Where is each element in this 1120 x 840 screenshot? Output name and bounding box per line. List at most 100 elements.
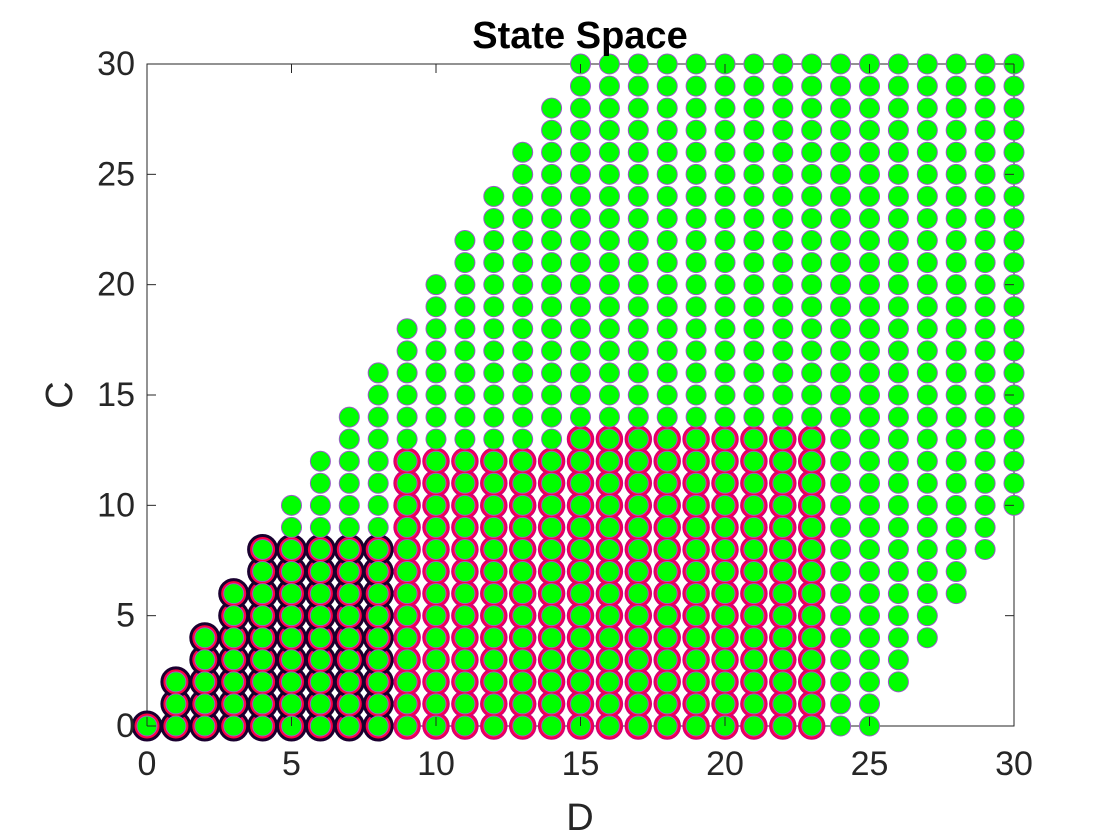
scatter-point	[916, 207, 938, 229]
scatter-point	[570, 163, 591, 185]
scatter-point	[916, 318, 938, 340]
scatter-point	[656, 207, 678, 229]
scatter-point	[656, 296, 678, 318]
scatter-point	[627, 472, 649, 494]
scatter-point	[281, 516, 302, 538]
scatter-point	[425, 450, 447, 472]
scatter-point	[801, 53, 823, 75]
scatter-point	[801, 693, 823, 715]
scatter-point	[541, 406, 563, 428]
scatter-point	[483, 340, 505, 362]
scatter-point	[512, 340, 534, 362]
scatter-point	[974, 340, 996, 362]
scatter-point	[656, 75, 678, 97]
scatter-point	[627, 185, 649, 207]
scatter-point	[974, 296, 996, 318]
scatter-point	[714, 163, 736, 185]
scatter-point	[223, 583, 245, 605]
scatter-point	[859, 362, 880, 384]
scatter-point	[830, 207, 852, 229]
scatter-point	[743, 561, 765, 583]
scatter-point	[512, 141, 534, 163]
scatter-point	[714, 97, 736, 119]
scatter-point	[743, 693, 765, 715]
scatter-point	[1003, 185, 1025, 207]
scatter-point	[367, 693, 389, 715]
scatter-point	[541, 561, 563, 583]
x-tick-label: 10	[417, 745, 455, 783]
scatter-point	[656, 472, 678, 494]
scatter-point	[859, 318, 880, 340]
scatter-point	[685, 450, 707, 472]
scatter-point	[1003, 472, 1025, 494]
scatter-point	[367, 384, 389, 406]
scatter-point	[916, 119, 938, 141]
scatter-point	[916, 516, 938, 538]
scatter-point	[396, 494, 418, 516]
scatter-point	[772, 627, 794, 649]
scatter-point	[309, 494, 331, 516]
scatter-point	[974, 185, 996, 207]
scatter-point	[830, 561, 852, 583]
scatter-point	[801, 605, 823, 627]
scatter-point	[1003, 340, 1025, 362]
scatter-point	[656, 494, 678, 516]
scatter-point	[194, 671, 216, 693]
scatter-point	[425, 384, 447, 406]
scatter-point	[801, 583, 823, 605]
scatter-point	[425, 605, 447, 627]
scatter-point	[714, 583, 736, 605]
scatter-point	[801, 538, 823, 560]
scatter-point	[656, 715, 678, 737]
scatter-point	[223, 715, 245, 737]
scatter-point	[714, 119, 736, 141]
plot-area	[131, 53, 1025, 742]
scatter-point	[541, 649, 563, 671]
scatter-point	[512, 605, 534, 627]
scatter-point	[685, 141, 707, 163]
scatter-point	[859, 583, 880, 605]
scatter-point	[772, 362, 794, 384]
scatter-point	[425, 494, 447, 516]
scatter-point	[223, 693, 245, 715]
scatter-point	[165, 715, 187, 737]
scatter-point	[916, 472, 938, 494]
scatter-point	[512, 561, 534, 583]
scatter-point	[974, 318, 996, 340]
scatter-point	[916, 141, 938, 163]
scatter-point	[801, 715, 823, 737]
scatter-point	[772, 605, 794, 627]
scatter-point	[541, 318, 563, 340]
scatter-point	[541, 693, 563, 715]
scatter-point	[772, 53, 794, 75]
scatter-point	[830, 627, 852, 649]
scatter-point	[541, 274, 563, 296]
scatter-point	[252, 671, 274, 693]
scatter-point	[483, 494, 505, 516]
scatter-point	[425, 428, 447, 450]
y-tick-label: 15	[97, 376, 135, 414]
scatter-point	[512, 715, 534, 737]
scatter-point	[512, 649, 534, 671]
scatter-point	[685, 296, 707, 318]
scatter-point	[887, 97, 909, 119]
scatter-point	[454, 274, 476, 296]
x-tick-label: 25	[851, 745, 889, 783]
scatter-point	[627, 318, 649, 340]
scatter-point	[801, 340, 823, 362]
scatter-point	[454, 561, 476, 583]
scatter-point	[367, 649, 389, 671]
chart-title: State Space	[472, 15, 687, 57]
scatter-point	[830, 163, 852, 185]
scatter-point	[454, 671, 476, 693]
scatter-point	[887, 516, 909, 538]
scatter-point	[541, 141, 563, 163]
scatter-point	[454, 230, 476, 252]
scatter-point	[425, 671, 447, 693]
scatter-point	[887, 583, 909, 605]
scatter-point	[1003, 428, 1025, 450]
scatter-point	[887, 230, 909, 252]
scatter-point	[859, 141, 880, 163]
scatter-point	[165, 671, 187, 693]
y-tick-label: 20	[97, 266, 135, 304]
